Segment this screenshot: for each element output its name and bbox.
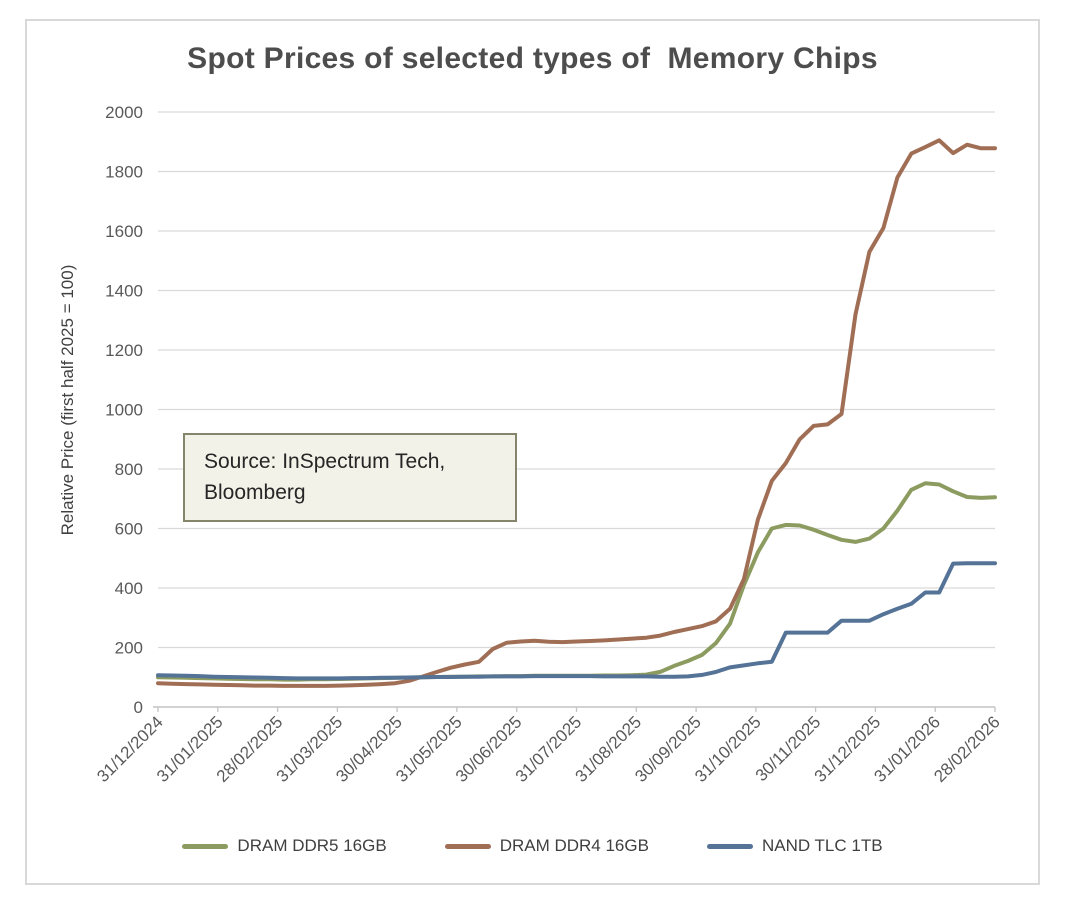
legend-swatch-nand-tlc-1tb [706, 843, 753, 849]
legend-swatch-dram-ddr4-16gb [444, 843, 491, 849]
legend: DRAM DDR5 16GB DRAM DDR4 16GB NAND TLC 1TB [25, 836, 1040, 856]
y-axis-title: Relative Price (first half 2025 = 100) [58, 264, 77, 536]
source-note-line1: Source: InSpectrum Tech, [204, 450, 446, 473]
source-note-box: Source: InSpectrum Tech, Bloomberg [183, 433, 517, 522]
gridlines [158, 111, 995, 649]
y-axis-tick-labels: 0 200 400 600 800 1000 1200 1400 1600 1800 2000 [105, 103, 143, 717]
legend-item-nand-tlc-1tb: NAND TLC 1TB [706, 836, 883, 856]
source-note-line2: Bloomberg [204, 481, 306, 504]
y-tick-label: 1400 [105, 282, 143, 301]
x-axis [153, 706, 996, 712]
y-tick-label: 2000 [105, 103, 143, 122]
legend-label-nand-tlc-1tb: NAND TLC 1TB [761, 836, 883, 855]
series-line-nand-tlc-1tb [156, 561, 997, 681]
series-line-dram-ddr4-16gb [156, 138, 997, 688]
y-tick-label: 0 [134, 698, 143, 717]
y-tick-label: 200 [115, 639, 143, 658]
y-tick-label: 1000 [105, 401, 143, 420]
y-tick-label: 1800 [105, 163, 143, 182]
legend-label-dram-ddr5-16gb: DRAM DDR5 16GB [237, 836, 387, 855]
y-tick-label: 1600 [105, 222, 143, 241]
y-tick-label: 400 [115, 579, 143, 598]
x-axis-tick-labels: 31/12/202431/01/202528/02/202531/03/2025… [93, 712, 1004, 786]
legend-item-dram-ddr4-16gb: DRAM DDR4 16GB [444, 836, 649, 856]
legend-label-dram-ddr4-16gb: DRAM DDR4 16GB [499, 836, 649, 855]
legend-item-dram-ddr5-16gb: DRAM DDR5 16GB [182, 836, 387, 856]
y-tick-label: 800 [115, 460, 143, 479]
chart-title: Spot Prices of selected types of Memory … [187, 42, 878, 75]
y-tick-label: 1200 [105, 341, 143, 360]
y-tick-label: 600 [115, 520, 143, 539]
legend-swatch-dram-ddr5-16gb [182, 843, 229, 849]
